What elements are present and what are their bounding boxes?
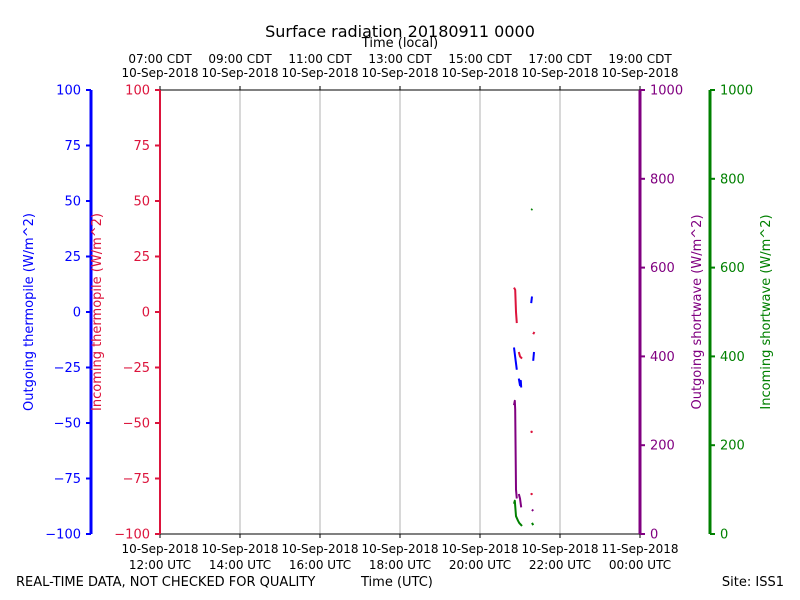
x-tick-label-date: 10-Sep-2018 <box>121 542 198 556</box>
axes: Outgoing thermopile (W/m^2) Incoming ther… <box>22 89 774 535</box>
top-x-tick-label-time: 17:00 CDT <box>528 52 592 66</box>
top-x-tick-label-time: 07:00 CDT <box>128 52 192 66</box>
top-x-tick-label-time: 15:00 CDT <box>448 52 512 66</box>
out_thermopile-line <box>530 296 533 304</box>
top-x-tick-label-date: 10-Sep-2018 <box>441 66 518 80</box>
out_shortwave-tick-label: 1000 <box>650 84 683 99</box>
x-tick-label-date: 11-Sep-2018 <box>601 542 678 556</box>
x-tick-label-time: 18:00 UTC <box>369 558 431 572</box>
out_shortwave-tick-label: 800 <box>650 172 675 187</box>
in_shortwave-line <box>513 499 523 527</box>
in_shortwave-tick-label: 0 <box>720 528 728 543</box>
in_thermopile-axis-label: Incoming thermopile (W/m^2) <box>90 213 105 411</box>
x-tick-label-time: 12:00 UTC <box>129 558 191 572</box>
chart-title: Surface radiation 20180911 0000 <box>265 22 535 41</box>
out_thermopile-line <box>517 378 523 388</box>
out_shortwave-tick-label: 200 <box>650 439 675 454</box>
in_thermopile-tick-label: 50 <box>133 195 150 210</box>
in_thermopile-point <box>530 492 533 496</box>
in_thermopile-tick-label: 0 <box>142 306 150 321</box>
in_shortwave-tick-label: 1000 <box>720 84 753 99</box>
in_shortwave-line <box>531 522 535 526</box>
x-tick-label-time: 20:00 UTC <box>449 558 511 572</box>
out_thermopile-tick-label: 100 <box>56 84 81 99</box>
out_shortwave-tick-label: 600 <box>650 261 675 276</box>
top-x-tick-label-time: 11:00 CDT <box>288 52 352 66</box>
top-x-tick-label-time: 09:00 CDT <box>208 52 272 66</box>
in_shortwave-line <box>530 208 534 211</box>
site-label: Site: ISS1 <box>721 575 784 590</box>
top-x-tick-label-time: 13:00 CDT <box>368 52 432 66</box>
top-x-tick-label-date: 10-Sep-2018 <box>521 66 598 80</box>
x-tick-label-time: 22:00 UTC <box>529 558 591 572</box>
x-tick-label-date: 10-Sep-2018 <box>361 542 438 556</box>
in_shortwave-tick-label: 400 <box>720 350 745 365</box>
in_shortwave-axis-label: Incoming shortwave (W/m^2) <box>759 214 774 409</box>
in_thermopile-tick-label: 100 <box>125 84 150 99</box>
out_shortwave-line <box>517 493 523 508</box>
out_thermopile-tick-label: −50 <box>54 417 81 432</box>
in_thermopile-line <box>532 331 536 335</box>
top-x-tick-label-date: 10-Sep-2018 <box>201 66 278 80</box>
in_thermopile-tick-label: −100 <box>114 528 150 543</box>
in_shortwave-tick-label: 800 <box>720 172 745 187</box>
x-tick-label-date: 10-Sep-2018 <box>441 542 518 556</box>
in_thermopile-line <box>517 351 523 360</box>
out_thermopile-line <box>532 351 535 361</box>
out_thermopile-tick-label: 75 <box>64 139 81 154</box>
in_shortwave-tick-label: 200 <box>720 439 745 454</box>
in_thermopile-tick-label: −75 <box>123 472 150 487</box>
x-tick-label-date: 10-Sep-2018 <box>281 542 358 556</box>
x-tick-label-date: 10-Sep-2018 <box>521 542 598 556</box>
top-x-tick-label-date: 10-Sep-2018 <box>121 66 198 80</box>
x-tick-label-time: 00:00 UTC <box>609 558 671 572</box>
top-x-tick-label-time: 19:00 CDT <box>608 52 672 66</box>
series-lines <box>513 208 536 527</box>
grid-lines <box>239 90 561 534</box>
top-x-tick-label-date: 10-Sep-2018 <box>361 66 438 80</box>
top-x-tick-label-date: 10-Sep-2018 <box>281 66 358 80</box>
x-tick-label-time: 16:00 UTC <box>289 558 351 572</box>
out_thermopile-tick-label: −75 <box>54 472 81 487</box>
in_thermopile-tick-label: −50 <box>123 417 150 432</box>
out_thermopile-tick-label: −25 <box>54 361 81 376</box>
top-axis-label: Time (local) <box>361 36 438 51</box>
out_thermopile-tick-label: 25 <box>64 250 81 265</box>
out_shortwave-tick-label: 400 <box>650 350 675 365</box>
out_shortwave-tick-label: 0 <box>650 528 658 543</box>
quality-disclaimer: REAL-TIME DATA, NOT CHECKED FOR QUALITY <box>16 575 316 590</box>
in_shortwave-tick-label: 600 <box>720 261 745 276</box>
out_thermopile-line <box>513 347 518 370</box>
in_thermopile-point <box>530 430 533 434</box>
tick-labels: 10-Sep-2018 12:00 UTC 10-Sep-2018 14:00 UTC… <box>45 52 753 572</box>
in_thermopile-line <box>513 287 518 324</box>
out_shortwave-line <box>531 508 534 512</box>
x-tick-label-time: 14:00 UTC <box>209 558 271 572</box>
x-axis-label: Time (UTC) <box>361 575 433 590</box>
out_thermopile-tick-label: 0 <box>73 306 81 321</box>
in_thermopile-tick-label: −25 <box>123 361 150 376</box>
out_shortwave-line <box>513 399 518 499</box>
x-tick-label-date: 10-Sep-2018 <box>201 542 278 556</box>
in_thermopile-tick-label: 25 <box>133 250 150 265</box>
out_thermopile-tick-label: 50 <box>64 195 81 210</box>
out_thermopile-axis-label: Outgoing thermopile (W/m^2) <box>22 213 37 411</box>
out_thermopile-tick-label: −100 <box>45 528 81 543</box>
in_thermopile-tick-label: 75 <box>133 139 150 154</box>
out_shortwave-axis-label: Outgoing shortwave (W/m^2) <box>690 214 705 409</box>
top-x-tick-label-date: 10-Sep-2018 <box>601 66 678 80</box>
